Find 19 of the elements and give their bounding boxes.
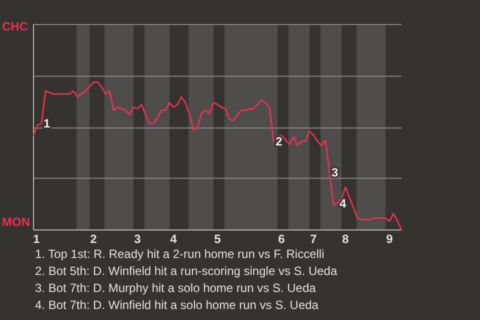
x-tick-label: 1 xyxy=(33,232,40,246)
annotation: 3 xyxy=(332,165,338,180)
x-tick-label: 6 xyxy=(278,232,286,246)
text: CHC xyxy=(2,20,28,34)
annotation: 1 xyxy=(44,116,50,131)
text: MON xyxy=(2,215,30,229)
annotation: 4 xyxy=(340,196,346,210)
x-tick-label: 9 xyxy=(386,232,394,246)
x-tick-label: 4 xyxy=(170,232,178,246)
x-tick-label: 7 xyxy=(310,232,318,246)
text: 3. Bot 7th: D. Murphy hit a solo home run vs S. Ueda xyxy=(35,281,316,295)
x-tick-label: 5 xyxy=(214,232,222,246)
x-tick-label: 8 xyxy=(342,232,350,246)
x-tick-label: 3 xyxy=(134,232,142,246)
text: 1. Top 1st: R. Ready hit a 2-run home run vs F. Riccelli xyxy=(35,247,324,261)
text: 4. Bot 7th: D. Winfield hit a solo home run vs S. Ueda xyxy=(35,298,319,312)
annotation: 2 xyxy=(276,134,282,148)
x-tick-label: 2 xyxy=(90,232,98,246)
text: 2. Bot 5th: D. Winfield hit a run-scoring single vs S. Ueda xyxy=(35,264,338,278)
